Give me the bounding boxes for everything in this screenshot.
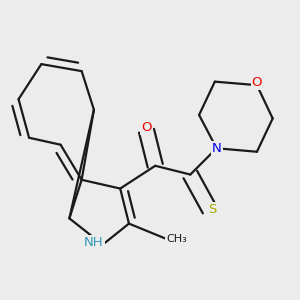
Text: O: O xyxy=(252,76,262,89)
Text: S: S xyxy=(208,203,217,216)
Text: NH: NH xyxy=(84,236,104,249)
Text: O: O xyxy=(141,122,152,134)
Text: CH₃: CH₃ xyxy=(166,234,187,244)
Text: N: N xyxy=(212,142,221,155)
